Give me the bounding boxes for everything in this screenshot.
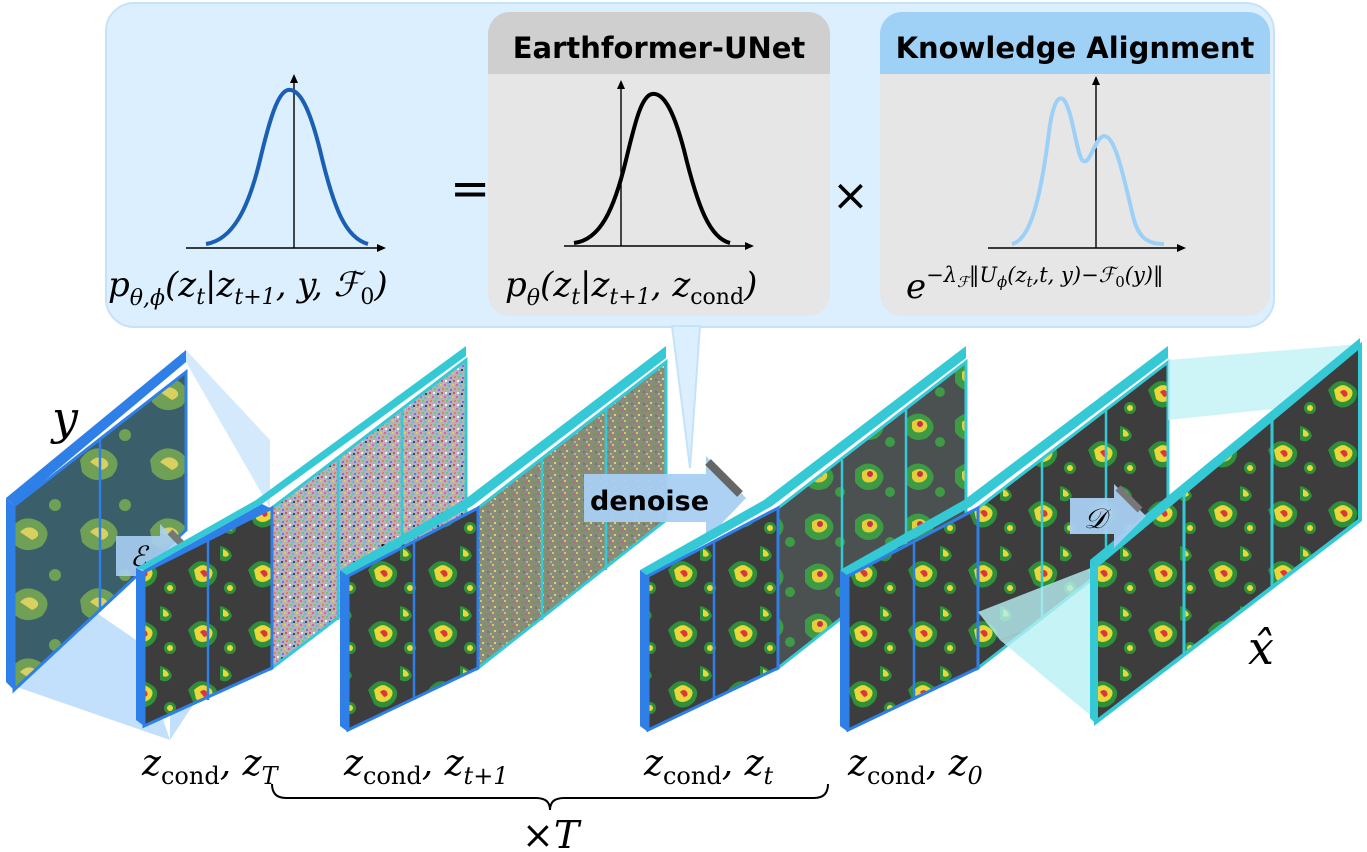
callout-tail xyxy=(670,325,702,469)
lhs-distribution-plot xyxy=(186,74,386,252)
step-label-t: zcond, zt xyxy=(643,743,774,790)
knowledge-curve xyxy=(1011,96,1165,246)
input-label: y xyxy=(50,391,79,445)
equals-sign: = xyxy=(450,161,490,217)
earthformer-title: Earthformer-UNet xyxy=(513,31,806,65)
repeat-label: ×T xyxy=(522,813,582,852)
repeat-brace: ×T xyxy=(271,783,829,852)
earthformer-curve xyxy=(573,91,731,245)
decoder-arrow: 𝒟 xyxy=(1070,484,1146,548)
step-label-T: zcond, zT xyxy=(141,743,280,790)
times-sign: × xyxy=(832,170,869,221)
output-label: x̂ xyxy=(1248,621,1274,675)
step-label-0: zcond, z0 xyxy=(847,743,983,790)
denoise-arrow: denoise xyxy=(584,456,746,540)
step-labels: zcond, zT zcond, zt+1 zcond, zt zcond, z… xyxy=(141,743,983,790)
step-label-t-plus-1: zcond, zt+1 xyxy=(343,743,509,790)
stack-step-t xyxy=(640,346,968,733)
svg-text:pθ,ϕ(zt|zt+1, y, ℱ0): pθ,ϕ(zt|zt+1, y, ℱ0) xyxy=(108,265,388,311)
knowledge-alignment-panel: Knowledge Alignment e−λℱ‖Uϕ(zt,t, y)−ℱ0(… xyxy=(880,12,1270,316)
knowledge-alignment-title: Knowledge Alignment xyxy=(896,31,1255,65)
output-stack: x̂ xyxy=(978,338,1362,727)
earthformer-panel: Earthformer-UNet pθ(zt|zt+1, zcond) xyxy=(488,12,830,316)
svg-text:e−λℱ‖Uϕ(zt,t, y)−ℱ0(y)‖: e−λℱ‖Uϕ(zt,t, y)−ℱ0(y)‖ xyxy=(906,263,1164,307)
stack-step-T xyxy=(136,346,468,729)
lhs-formula: pθ,ϕ(zt|zt+1, y, ℱ0) xyxy=(108,265,388,311)
svg-text:pθ(zt|zt+1, zcond): pθ(zt|zt+1, zcond) xyxy=(505,265,757,311)
lhs-curve xyxy=(205,87,369,246)
denoise-label: denoise xyxy=(590,486,709,517)
formula-panel: pθ,ϕ(zt|zt+1, y, ℱ0) = × Earthformer-UNe… xyxy=(105,2,1275,469)
